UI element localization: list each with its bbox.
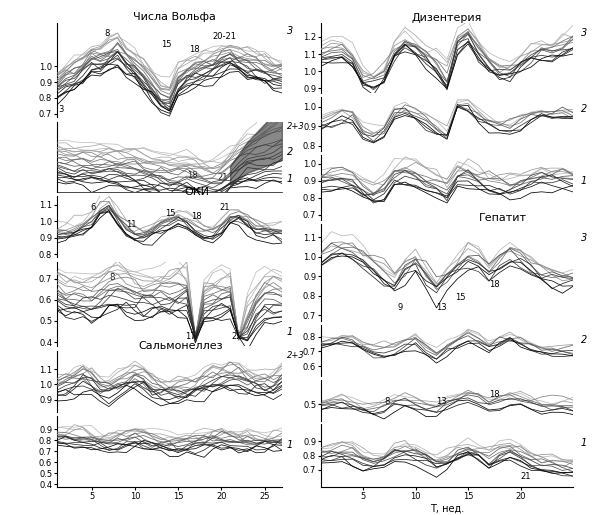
Text: 6: 6 bbox=[90, 202, 95, 212]
Text: 21: 21 bbox=[521, 472, 531, 481]
Text: 15: 15 bbox=[455, 293, 466, 302]
Text: 18: 18 bbox=[191, 213, 202, 221]
Text: 21: 21 bbox=[220, 202, 230, 212]
Text: 15: 15 bbox=[165, 209, 176, 218]
Text: 3: 3 bbox=[581, 28, 587, 38]
Text: 8: 8 bbox=[109, 273, 114, 282]
Text: 2+3: 2+3 bbox=[287, 122, 304, 131]
Text: 1: 1 bbox=[287, 327, 293, 336]
Text: 2: 2 bbox=[581, 335, 587, 345]
Text: 8: 8 bbox=[104, 29, 110, 38]
Text: 1: 1 bbox=[581, 438, 587, 448]
Text: 2+3: 2+3 bbox=[287, 351, 304, 360]
Text: 13: 13 bbox=[437, 397, 447, 406]
Text: 1: 1 bbox=[581, 176, 587, 186]
Text: 2: 2 bbox=[287, 147, 293, 157]
Text: 3: 3 bbox=[287, 26, 293, 37]
Text: 18: 18 bbox=[489, 280, 500, 289]
Text: 1: 1 bbox=[287, 174, 293, 184]
Text: 13: 13 bbox=[437, 303, 447, 313]
Text: 22: 22 bbox=[231, 332, 241, 341]
Text: 9: 9 bbox=[398, 302, 403, 312]
Text: Числа Вольфа: Числа Вольфа bbox=[133, 12, 215, 22]
X-axis label: T, нед.: T, нед. bbox=[430, 503, 464, 513]
Text: Гепатит: Гепатит bbox=[478, 213, 526, 223]
Text: 17: 17 bbox=[185, 332, 196, 341]
Text: 18: 18 bbox=[190, 45, 200, 54]
Text: 3: 3 bbox=[581, 233, 587, 244]
Text: Дизентерия: Дизентерия bbox=[412, 13, 482, 23]
Text: 15: 15 bbox=[161, 40, 172, 49]
Text: 8: 8 bbox=[384, 397, 389, 406]
Text: 21: 21 bbox=[217, 173, 227, 182]
Text: 20-21: 20-21 bbox=[213, 32, 237, 41]
Text: 18: 18 bbox=[187, 171, 197, 180]
Text: Сальмонеллез: Сальмонеллез bbox=[139, 341, 223, 351]
Text: 11: 11 bbox=[126, 220, 137, 229]
Text: 3: 3 bbox=[59, 106, 64, 114]
Text: ОКИ: ОКИ bbox=[184, 186, 209, 197]
Text: 2: 2 bbox=[581, 105, 587, 114]
Text: 18: 18 bbox=[489, 390, 500, 399]
Text: 1: 1 bbox=[287, 440, 293, 450]
